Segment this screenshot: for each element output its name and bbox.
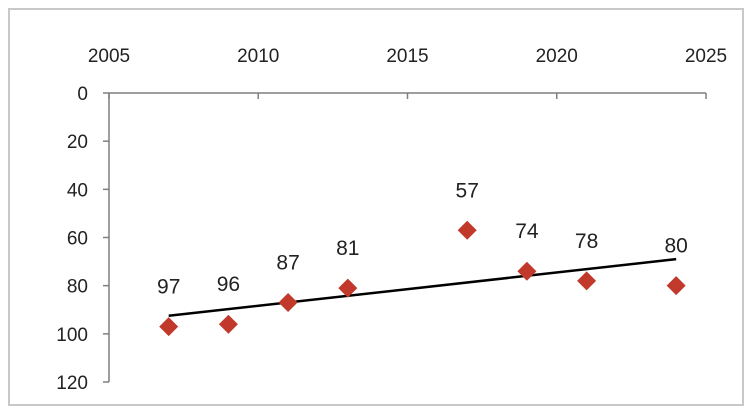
x-tick-label: 2005 — [88, 46, 130, 67]
data-label: 74 — [515, 220, 539, 243]
y-tick-label: 100 — [56, 325, 88, 346]
data-label: 97 — [157, 276, 180, 299]
data-point-marker — [517, 261, 537, 281]
y-tick-label: 80 — [67, 277, 88, 298]
y-tick-label: 120 — [56, 373, 88, 394]
data-label: 87 — [276, 252, 299, 275]
y-tick-label: 40 — [67, 180, 88, 201]
data-label: 78 — [575, 230, 598, 253]
data-point-marker — [577, 271, 597, 291]
data-point-marker — [666, 276, 686, 296]
x-tick-label: 2015 — [386, 46, 428, 67]
data-label: 80 — [664, 235, 687, 258]
data-point-marker — [278, 293, 298, 313]
data-point-marker — [457, 220, 477, 240]
data-point-marker — [338, 278, 358, 298]
data-point-marker — [218, 314, 238, 334]
data-label: 57 — [456, 179, 479, 202]
x-tick-label: 2020 — [536, 46, 578, 67]
trendline — [168, 257, 677, 318]
y-tick-label: 20 — [67, 132, 88, 153]
data-label: 81 — [336, 237, 359, 260]
y-tick-label: 60 — [67, 229, 88, 250]
x-tick-label: 2010 — [237, 46, 279, 67]
y-tick-label: 0 — [77, 84, 88, 105]
data-point-marker — [159, 317, 179, 337]
x-tick-label: 2025 — [685, 46, 727, 67]
chart-frame — [8, 8, 744, 406]
data-label: 96 — [217, 273, 240, 296]
